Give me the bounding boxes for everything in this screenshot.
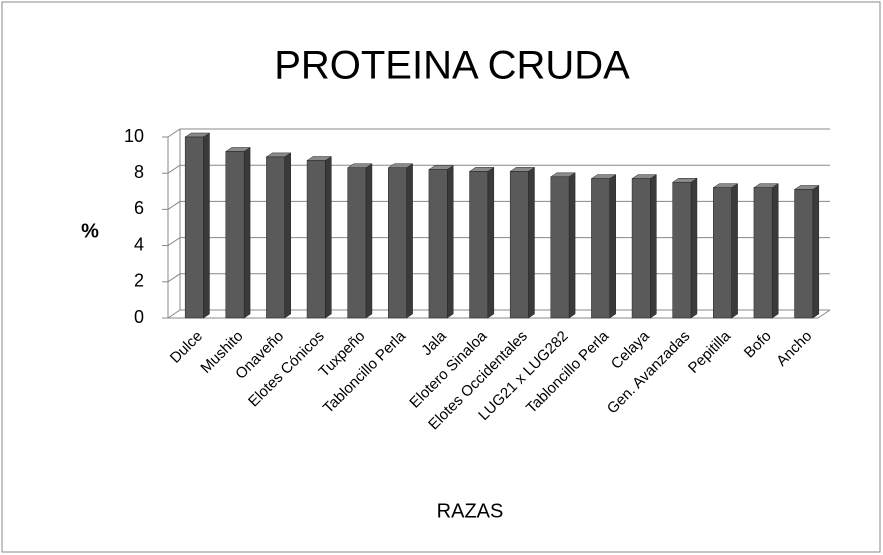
y-tick-label: 10 [124, 126, 144, 146]
bar [549, 172, 576, 319]
bar-front [631, 178, 651, 319]
bar-side [771, 183, 779, 319]
bar-side [284, 152, 291, 319]
y-tick-label: 4 [134, 234, 144, 254]
y-tick-label: 8 [134, 162, 144, 182]
bar-side [446, 165, 454, 319]
bar [184, 132, 211, 319]
grid-line [167, 164, 830, 174]
floor [168, 309, 831, 319]
bar [793, 185, 820, 319]
bar-side [325, 156, 332, 319]
bar-front [347, 167, 367, 319]
bar-front [672, 182, 692, 319]
bar-front [306, 160, 326, 319]
bar-front [753, 187, 773, 319]
bar-front [591, 178, 610, 319]
x-axis-title: RAZAS [437, 500, 504, 522]
bar-side [365, 163, 373, 319]
bar-side [528, 166, 535, 319]
bar-front [428, 169, 448, 319]
bar [712, 183, 739, 319]
bar-side [690, 177, 698, 319]
bar [346, 163, 373, 319]
bar-side [406, 163, 413, 319]
bar-side [812, 185, 820, 319]
bar [387, 163, 414, 319]
bar [590, 174, 617, 319]
bar-front [388, 167, 407, 319]
bar [306, 156, 333, 319]
bar-side [568, 172, 576, 319]
grid-line [167, 128, 830, 138]
bar [509, 166, 536, 319]
bar-front [266, 156, 285, 319]
bar-front [469, 171, 489, 319]
y-tick-label: 2 [134, 271, 144, 291]
y-axis-title: % [81, 220, 99, 242]
bar-side [487, 166, 495, 319]
chart-title: PROTEINA CRUDA [274, 44, 630, 88]
y-tick-label: 6 [134, 198, 144, 218]
bar-side [650, 174, 657, 319]
bar [671, 177, 698, 319]
y-tick-label: 0 [134, 307, 144, 327]
bar [468, 166, 495, 319]
bar [428, 165, 455, 319]
bar [753, 183, 780, 319]
bar [224, 147, 251, 319]
bar-front [225, 151, 245, 319]
bar-front [713, 187, 732, 319]
bar [265, 152, 292, 319]
bar-front [550, 176, 570, 319]
bar-side [203, 132, 210, 319]
bar-front [184, 136, 204, 319]
bar-front [509, 171, 529, 319]
bar [631, 174, 658, 319]
bar-front [794, 189, 814, 319]
bar-side [609, 174, 616, 319]
bar-side [731, 183, 738, 319]
bar-side [243, 147, 251, 319]
